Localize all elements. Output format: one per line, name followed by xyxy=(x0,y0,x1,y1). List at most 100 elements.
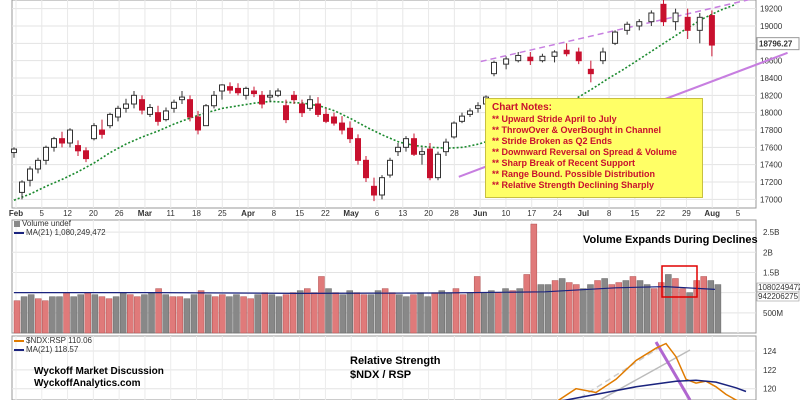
candle-body xyxy=(411,138,417,155)
volume-bar xyxy=(509,290,516,334)
volume-ma-swatch-icon xyxy=(14,231,24,234)
volume-bar xyxy=(204,294,212,334)
candle-body xyxy=(43,146,49,161)
volume-bar xyxy=(403,296,410,334)
candle-body xyxy=(187,99,193,118)
x-tick-label: 5 xyxy=(736,209,741,218)
price-y-tick-label: 17200 xyxy=(760,178,783,187)
credit-line-1: Wyckoff Market Discussion xyxy=(34,366,164,377)
volume-bar xyxy=(636,280,644,334)
volume-bar xyxy=(162,294,169,334)
volume-legend-label: Volume undef xyxy=(22,219,71,228)
volume-bar xyxy=(63,292,70,334)
x-tick-label: Jul xyxy=(578,209,590,218)
volume-bar xyxy=(27,294,35,334)
volume-value-box xyxy=(756,291,800,302)
volume-bar xyxy=(20,296,28,334)
x-tick-label: 15 xyxy=(295,209,304,218)
price-y-tick-label: 18200 xyxy=(760,91,783,100)
candle-body xyxy=(636,21,643,27)
candle-body xyxy=(275,90,281,96)
candle-body xyxy=(227,86,233,91)
x-tick-label: 20 xyxy=(89,209,98,218)
volume-bar xyxy=(445,292,453,334)
volume-bar xyxy=(105,298,113,334)
candle-body xyxy=(339,122,345,131)
volume-bar xyxy=(339,294,346,334)
chart-notes-box: Chart Notes: ** Upward Stride April to J… xyxy=(485,98,703,198)
volume-bar xyxy=(219,294,226,334)
candle-body xyxy=(696,16,703,31)
x-tick-label: 22 xyxy=(321,209,330,218)
candle-body xyxy=(51,138,57,148)
candle-body xyxy=(19,181,25,193)
chart-note-line: ** Downward Reversal on Spread & Volume xyxy=(492,147,677,157)
volume-bar xyxy=(643,284,651,334)
x-tick-label: 13 xyxy=(398,209,407,218)
candle-body xyxy=(443,141,449,153)
x-tick-label: Jun xyxy=(473,209,487,218)
volume-bar xyxy=(261,292,269,334)
volume-bar xyxy=(452,288,460,334)
volume-bar xyxy=(211,296,219,334)
candle-body xyxy=(451,122,457,138)
x-tick-label: Aug xyxy=(704,209,720,218)
volume-bar xyxy=(254,294,261,334)
volume-bar xyxy=(523,274,530,334)
candle-body xyxy=(67,129,73,144)
volume-bar xyxy=(190,294,198,334)
x-tick-label: Feb xyxy=(9,209,23,218)
candle-body xyxy=(163,110,169,121)
price-y-tick-label: 18600 xyxy=(760,57,783,66)
candle-body xyxy=(299,103,305,114)
volume-bar xyxy=(388,292,396,334)
rs-ma-legend-label: MA(21) 118.57 xyxy=(26,345,79,354)
volume-legend: Volume undef xyxy=(14,219,71,228)
candle-body xyxy=(219,84,225,92)
volume-y-tick-label: 1.5B xyxy=(763,268,779,277)
volume-bar xyxy=(13,300,21,334)
volume-bar xyxy=(34,298,42,334)
candle-body xyxy=(587,68,594,75)
volume-y-tick-label: 2.5B xyxy=(763,228,779,237)
candle-body xyxy=(395,146,401,153)
volume-bar xyxy=(580,288,587,334)
volume-bar xyxy=(49,296,56,334)
candle-body xyxy=(251,90,257,95)
volume-bar xyxy=(346,290,353,334)
credit-line-2: WyckoffAnalytics.com xyxy=(34,378,141,389)
volume-bar xyxy=(367,294,375,334)
x-tick-label: 8 xyxy=(607,209,612,218)
rs-title: Relative Strength $NDX / RSP xyxy=(350,355,441,381)
x-tick-label: Mar xyxy=(138,209,152,218)
candle-body xyxy=(75,145,81,152)
volume-bar xyxy=(233,294,240,334)
candle-body xyxy=(355,138,361,161)
volume-bar xyxy=(134,296,141,334)
rs-trend-line xyxy=(599,349,691,400)
chart-note-line: ** ThrowOver & OverBought in Channel xyxy=(492,125,662,135)
volume-bar xyxy=(197,290,205,334)
volume-bar xyxy=(544,284,552,334)
price-y-tick-label: 18400 xyxy=(760,74,783,83)
candle-body xyxy=(83,150,89,160)
candle-body xyxy=(660,3,667,23)
volume-bar xyxy=(360,294,368,334)
candle-body xyxy=(243,87,249,96)
x-tick-label: 25 xyxy=(218,209,227,218)
candle-body xyxy=(203,105,209,127)
rs-ma-swatch-icon xyxy=(14,348,24,351)
volume-bar xyxy=(325,288,332,334)
chart-notes-title: Chart Notes: xyxy=(492,102,553,113)
price-y-tick-label: 17000 xyxy=(760,195,783,204)
candle-body xyxy=(435,153,441,179)
volume-bar xyxy=(516,288,523,334)
x-tick-label: 15 xyxy=(630,209,639,218)
candle-body xyxy=(539,55,546,62)
x-tick-label: 12 xyxy=(63,209,72,218)
volume-bar xyxy=(481,292,488,334)
volume-bar xyxy=(396,294,403,334)
volume-bar xyxy=(601,278,608,334)
